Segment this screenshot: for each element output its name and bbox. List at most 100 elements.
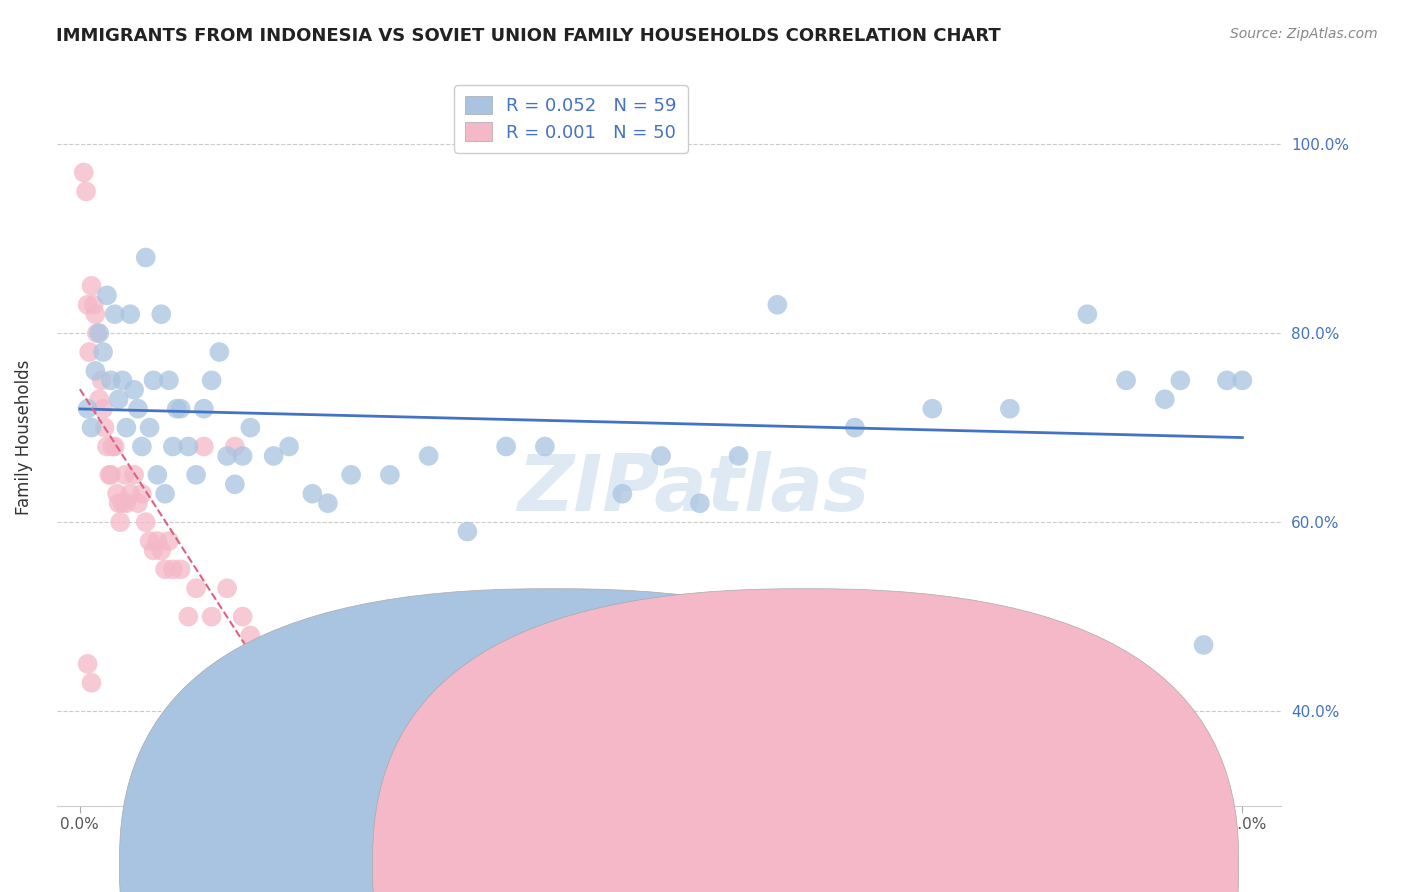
Point bbox=[90, 373, 112, 387]
Point bbox=[184, 467, 207, 482]
Legend: R = 0.052   N = 59, R = 0.001   N = 50: R = 0.052 N = 59, R = 0.001 N = 50 bbox=[454, 85, 688, 153]
Point bbox=[131, 487, 153, 501]
Point bbox=[146, 534, 169, 549]
Point bbox=[169, 562, 191, 576]
Point bbox=[91, 345, 114, 359]
Point bbox=[80, 278, 103, 293]
Point bbox=[217, 449, 239, 463]
Point bbox=[153, 562, 176, 576]
Point bbox=[105, 487, 128, 501]
Point bbox=[998, 401, 1021, 416]
Point bbox=[193, 401, 215, 416]
Point bbox=[1076, 307, 1098, 321]
Point bbox=[104, 307, 127, 321]
Point bbox=[177, 609, 200, 624]
Point bbox=[263, 449, 285, 463]
Point bbox=[162, 562, 184, 576]
Point bbox=[80, 420, 103, 434]
Point bbox=[232, 449, 254, 463]
Point bbox=[84, 307, 107, 321]
Point bbox=[224, 477, 246, 491]
Point bbox=[86, 326, 108, 340]
Point bbox=[83, 298, 105, 312]
Point bbox=[263, 657, 285, 671]
Point bbox=[80, 675, 103, 690]
Point bbox=[122, 383, 145, 397]
Point bbox=[301, 487, 323, 501]
Point bbox=[169, 401, 191, 416]
Point bbox=[135, 515, 157, 529]
Point bbox=[177, 440, 200, 454]
Point bbox=[89, 392, 111, 407]
Point bbox=[239, 420, 262, 434]
Point bbox=[378, 467, 401, 482]
Point bbox=[254, 675, 277, 690]
Point bbox=[217, 581, 239, 595]
Point bbox=[278, 440, 301, 454]
Point bbox=[138, 534, 160, 549]
Point bbox=[239, 628, 262, 642]
Text: Soviet Union: Soviet Union bbox=[830, 858, 927, 872]
Point bbox=[76, 657, 98, 671]
Point bbox=[96, 440, 118, 454]
Point bbox=[114, 467, 136, 482]
Point bbox=[650, 449, 672, 463]
Point bbox=[77, 345, 100, 359]
Point bbox=[727, 449, 749, 463]
Point bbox=[142, 373, 165, 387]
Point bbox=[201, 609, 224, 624]
Point bbox=[495, 440, 517, 454]
Point bbox=[166, 401, 188, 416]
Point bbox=[76, 298, 98, 312]
Point bbox=[921, 401, 943, 416]
Point bbox=[1232, 373, 1254, 387]
Text: Source: ZipAtlas.com: Source: ZipAtlas.com bbox=[1230, 27, 1378, 41]
Point bbox=[534, 440, 557, 454]
Point bbox=[115, 496, 138, 510]
Y-axis label: Family Households: Family Households bbox=[15, 359, 32, 515]
Point bbox=[1170, 373, 1192, 387]
Point bbox=[84, 364, 107, 378]
Point bbox=[157, 373, 180, 387]
Point bbox=[456, 524, 478, 539]
Point bbox=[101, 440, 124, 454]
Point bbox=[104, 440, 127, 454]
Point bbox=[111, 496, 134, 510]
Point bbox=[201, 373, 224, 387]
Point bbox=[150, 307, 173, 321]
Point bbox=[89, 326, 111, 340]
Point bbox=[612, 487, 634, 501]
Point bbox=[107, 392, 129, 407]
Point bbox=[184, 581, 207, 595]
Point bbox=[142, 543, 165, 558]
Point bbox=[224, 440, 246, 454]
Point bbox=[138, 420, 160, 434]
Point bbox=[131, 440, 153, 454]
Point bbox=[689, 496, 711, 510]
Point bbox=[418, 449, 440, 463]
Point bbox=[100, 373, 122, 387]
Text: ZIPatlas: ZIPatlas bbox=[517, 450, 869, 526]
Point bbox=[1115, 373, 1137, 387]
Point bbox=[91, 401, 114, 416]
Point bbox=[135, 251, 157, 265]
Point bbox=[111, 373, 134, 387]
Point bbox=[844, 420, 866, 434]
Point bbox=[75, 185, 97, 199]
Point bbox=[247, 657, 270, 671]
Point bbox=[232, 609, 254, 624]
Point bbox=[340, 467, 363, 482]
Point bbox=[193, 440, 215, 454]
Point bbox=[208, 345, 231, 359]
Point bbox=[76, 401, 98, 416]
Point bbox=[157, 534, 180, 549]
Point bbox=[208, 675, 231, 690]
Point bbox=[150, 543, 173, 558]
Text: Immigrants from Indonesia: Immigrants from Indonesia bbox=[605, 858, 811, 872]
Point bbox=[153, 487, 176, 501]
Point bbox=[100, 467, 122, 482]
Point bbox=[115, 420, 138, 434]
Point bbox=[1153, 392, 1175, 407]
Point bbox=[316, 496, 339, 510]
Point bbox=[98, 467, 121, 482]
